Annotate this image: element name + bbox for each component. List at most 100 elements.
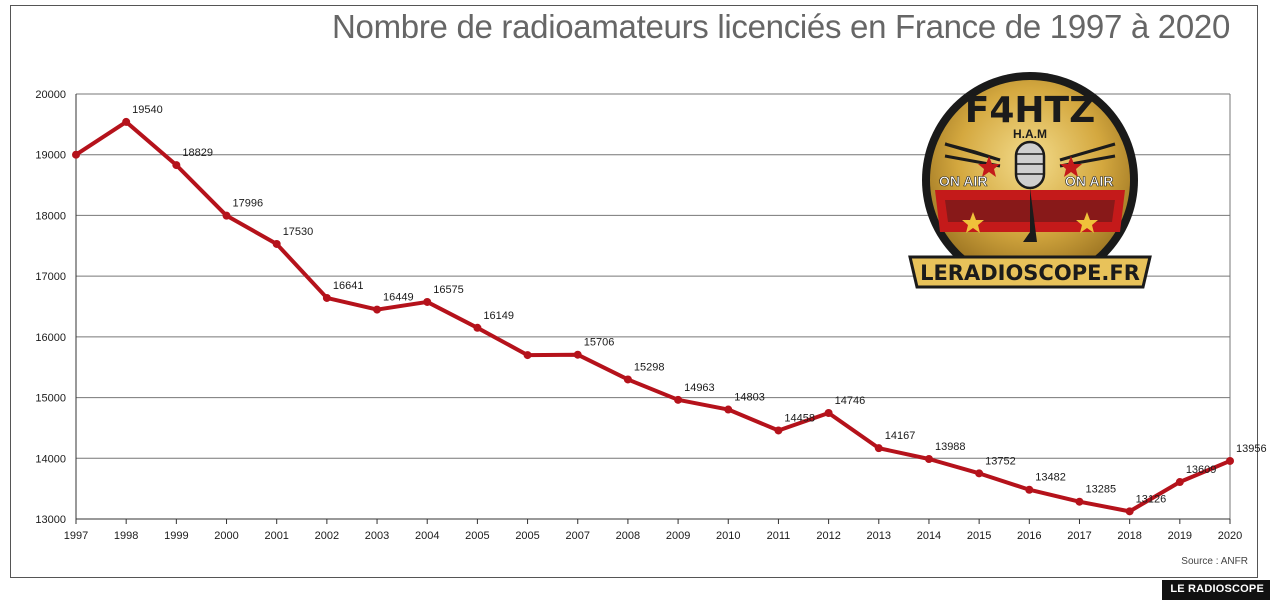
data-point: [874, 444, 883, 453]
data-label: 14963: [684, 382, 715, 394]
brand-tag: LE RADIOSCOPE: [1162, 580, 1270, 600]
data-point: [975, 469, 984, 478]
x-tick-label: 2012: [816, 530, 840, 542]
x-tick-label: 2019: [1168, 530, 1192, 542]
logo-banner-text: LERADIOSCOPE.FR: [920, 261, 1140, 285]
star-icon: [1060, 156, 1082, 177]
data-point: [573, 350, 582, 359]
x-tick-labels: 1997 1998 1999 2000 2001 2002 2003 2004 2005 2005…: [64, 530, 1242, 542]
logo-callsign: F4HTZ: [965, 90, 1095, 131]
data-point: [373, 305, 382, 314]
data-point: [122, 117, 131, 126]
y-tick-label: 14000: [35, 453, 66, 465]
x-tick-label: 2014: [917, 530, 941, 542]
x-tick-label: 2009: [666, 530, 690, 542]
data-label: 18829: [182, 147, 213, 159]
x-tick-label: 2000: [214, 530, 238, 542]
data-label: 16149: [483, 310, 514, 322]
data-point: [272, 239, 281, 248]
logo-banner: [908, 255, 1152, 289]
x-tick-label: 2008: [616, 530, 640, 542]
star-icon: [962, 212, 984, 233]
data-point: [674, 395, 683, 404]
y-tick-label: 18000: [35, 210, 66, 222]
data-label: 13285: [1085, 484, 1116, 496]
chart-title: Nombre de radioamateurs licenciés en Fra…: [332, 8, 1230, 45]
logo-subtitle: H.A.M: [1013, 127, 1047, 141]
y-tick-labels: 13000 14000 15000 16000 17000 18000 19000 20000: [35, 89, 66, 526]
data-point: [172, 161, 181, 170]
data-label: 13482: [1035, 472, 1066, 484]
series-polyline: [74, 119, 1232, 514]
data-point: [774, 426, 783, 435]
data-label: 14458: [784, 412, 815, 424]
x-tick-label: 2001: [264, 530, 288, 542]
axes: [75, 94, 1231, 524]
x-tick-label: 2011: [767, 530, 791, 542]
x-tick-label: 1999: [164, 530, 188, 542]
data-label: 14803: [734, 392, 765, 404]
y-tick-label: 13000: [35, 514, 66, 526]
data-point: [72, 150, 80, 159]
x-tick-label: 2002: [315, 530, 339, 542]
data-label: 13988: [935, 441, 966, 453]
x-tick-label: 2007: [565, 530, 589, 542]
data-label: 14746: [835, 395, 866, 407]
x-tick-label: 2020: [1218, 530, 1242, 542]
data-label: 14167: [885, 430, 916, 442]
data-label: 19540: [132, 104, 163, 116]
x-tick-label: 2018: [1117, 530, 1141, 542]
lightning-left-icon: [944, 142, 1001, 168]
star-icon: [1076, 212, 1098, 233]
x-tick-label: 1997: [64, 530, 88, 542]
data-point: [1175, 478, 1184, 487]
microphone-icon: [1014, 140, 1046, 242]
y-tick-label: 19000: [35, 150, 66, 162]
x-tick-label: 2003: [365, 530, 389, 542]
f4htz-logo: F4HTZ H.A.M ON AIR ON AIR LERADIOSCOPE.F…: [908, 72, 1152, 289]
data-point: [824, 408, 833, 417]
data-label: 16449: [383, 292, 414, 304]
x-tick-label: 2015: [967, 530, 991, 542]
x-tick-label: 2013: [867, 530, 891, 542]
data-label: 17530: [283, 226, 314, 238]
data-label: 13609: [1186, 464, 1217, 476]
data-point: [1125, 507, 1134, 516]
data-label: 16575: [433, 284, 464, 296]
data-label: 13956: [1236, 443, 1267, 455]
x-tick-label: 2016: [1017, 530, 1041, 542]
x-tick-label: 1998: [114, 530, 138, 542]
y-tick-label: 17000: [35, 271, 66, 283]
y-tick-label: 20000: [35, 89, 66, 101]
data-point: [1226, 456, 1234, 465]
x-tick-label: 2005: [465, 530, 489, 542]
data-label: 15298: [634, 361, 665, 373]
data-point: [473, 323, 482, 332]
y-tick-label: 16000: [35, 332, 66, 344]
x-tick-label: 2017: [1067, 530, 1091, 542]
logo-left-text: ON AIR: [939, 173, 987, 189]
y-tick-label: 15000: [35, 393, 66, 405]
data-point: [724, 405, 733, 414]
data-point: [1075, 497, 1084, 506]
data-label: 15706: [584, 337, 615, 349]
data-label: 13752: [985, 455, 1016, 467]
data-points: [72, 117, 1234, 516]
x-tick-label: 2010: [716, 530, 740, 542]
x-tick-label: 2004: [415, 530, 439, 542]
star-icon: [978, 156, 1000, 177]
source-note: Source : ANFR: [1181, 556, 1248, 567]
data-point: [423, 297, 432, 306]
data-point: [222, 211, 231, 220]
data-point: [322, 293, 331, 302]
logo-right-text: ON AIR: [1065, 173, 1113, 189]
data-label: 16641: [333, 280, 364, 292]
data-point: [623, 375, 632, 384]
data-point: [1025, 485, 1034, 494]
data-point: [523, 351, 532, 360]
x-tick-label: 2005: [515, 530, 539, 542]
data-label: 13126: [1136, 493, 1167, 505]
data-label: 17996: [233, 198, 264, 210]
series-line: [74, 119, 1232, 514]
